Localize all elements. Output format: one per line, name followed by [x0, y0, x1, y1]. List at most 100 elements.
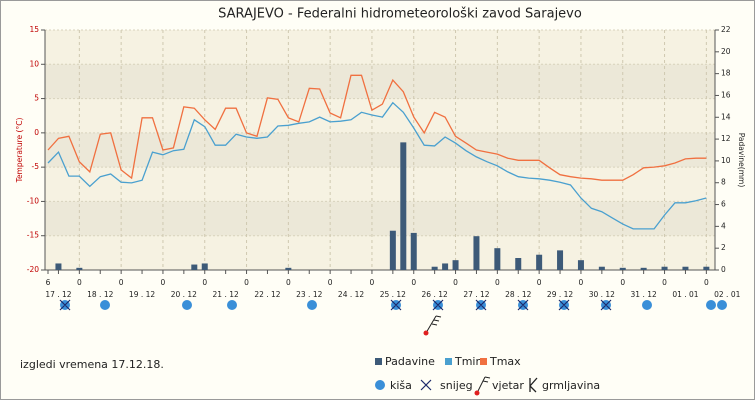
line [47, 74, 707, 181]
bar [515, 258, 522, 270]
bar [400, 142, 407, 270]
x-tick-label: 26 . 12 [422, 290, 448, 299]
x-tick-label: 20 . 12 [171, 290, 197, 299]
legend-swatch [375, 358, 382, 365]
y-tick-label: 10 [29, 59, 39, 68]
legend-wind-icon [474, 376, 491, 396]
y-tick-label: -15 [27, 231, 39, 240]
x-tick-label: 0 [244, 278, 249, 287]
y2-tick-label: 20 [721, 47, 731, 56]
y2-tick-label: 22 [721, 25, 731, 34]
legend-thunder-icon [529, 377, 538, 393]
x-tick-label: 0 [453, 278, 458, 287]
x-tick-label: 22 . 12 [254, 290, 280, 299]
bar [577, 260, 584, 270]
legend-label: Tmin [454, 355, 482, 368]
plot-band [45, 132, 715, 168]
x-tick-label: 0 [704, 278, 709, 287]
legend-swatch [480, 358, 487, 365]
line [47, 101, 707, 230]
y-tick-label: 0 [34, 128, 39, 137]
x-tick-label: 23 . 12 [296, 290, 322, 299]
x-tick-label: 0 [161, 278, 166, 287]
bar [661, 266, 668, 270]
symbol-legend-label: snijeg [440, 379, 473, 392]
x-tick-label: 28 . 12 [505, 290, 531, 299]
x-tick-label: 19 . 12 [129, 290, 155, 299]
legend: Padavine Tmin Tmax [375, 355, 521, 368]
symbol-legend-label: grmljavina [542, 379, 600, 392]
y2-axis-label: Padavine(mm) [737, 133, 746, 188]
x-tick-label: 31 . 12 [631, 290, 657, 299]
wind-icon [423, 315, 442, 336]
x-tick-label: 0 [202, 278, 207, 287]
bar [619, 267, 626, 270]
x-tick-label: 17 . 12 [45, 290, 71, 299]
y-tick-label: -5 [32, 162, 40, 171]
bar [285, 267, 292, 270]
x-tick-label: 27 . 12 [463, 290, 489, 299]
bar [598, 266, 605, 270]
x-tick-label: 18 . 12 [87, 290, 113, 299]
y-axis-label: Temperature (°C) [15, 118, 24, 184]
y2-tick-label: 12 [721, 134, 731, 143]
symbol-legend-label: kiša [390, 379, 412, 392]
bar [557, 250, 564, 270]
y2-tick-label: 2 [721, 243, 726, 252]
legend-label: Padavine [385, 355, 435, 368]
symbol-legend: kiša snijeg vjetar grmljavina [375, 376, 600, 396]
x-tick-label: 01 . 01 [672, 290, 698, 299]
x-tick-label: 0 [537, 278, 542, 287]
bar [682, 266, 689, 270]
bar [536, 254, 543, 270]
plot-band [45, 64, 715, 99]
x-tick-label: 24 . 12 [338, 290, 364, 299]
x-tick-label: 0 [620, 278, 625, 287]
bar [703, 266, 710, 270]
x-tick-label: 0 [328, 278, 333, 287]
bar [473, 236, 480, 270]
y2-tick-label: 4 [721, 221, 726, 230]
y2-tick-label: 10 [721, 156, 731, 165]
y-tick-label: -20 [27, 265, 39, 274]
bar [55, 263, 62, 270]
y-tick-label: 5 [34, 94, 39, 103]
x-tick-label: 0 [286, 278, 291, 287]
bar [191, 264, 198, 270]
x-tick-label: 21 . 12 [213, 290, 239, 299]
bar [76, 267, 83, 270]
bar [494, 248, 501, 270]
x-tick-label: 0 [119, 278, 124, 287]
bar [442, 263, 449, 270]
y2-tick-label: 16 [721, 90, 731, 99]
symbol-legend-label: vjetar [492, 379, 524, 392]
bar [389, 230, 396, 270]
x-tick-label: 0 [495, 278, 500, 287]
plot-band [45, 201, 715, 236]
y-tick-label: 15 [29, 25, 39, 34]
x-tick-label: 6 [46, 278, 51, 287]
bar [640, 267, 647, 270]
weather-symbols [59, 299, 727, 336]
x-tick-label: 25 . 12 [380, 290, 406, 299]
note: izgledi vremena 17.12.18. [20, 358, 164, 371]
y2-tick-label: 6 [721, 200, 726, 209]
y2-tick-label: 14 [721, 112, 731, 121]
x-tick-label: 30 . 12 [589, 290, 615, 299]
y-tick-label: -10 [27, 196, 39, 205]
x-tick-label: 0 [77, 278, 82, 287]
snow-icons [59, 299, 612, 311]
bar [431, 266, 438, 270]
plot-background [45, 30, 715, 270]
x-tick-label: 0 [411, 278, 416, 287]
x-tick-label: 29 . 12 [547, 290, 573, 299]
y2-tick-label: 18 [721, 69, 731, 78]
legend-swatch [445, 358, 452, 365]
bar [410, 232, 417, 270]
x-tick-label: 0 [579, 278, 584, 287]
x-tick-label: 0 [370, 278, 375, 287]
chart-title: SARAJEVO - Federalni hidrometeorološki z… [218, 7, 582, 22]
bar [452, 260, 459, 270]
x-tick-label: 0 [662, 278, 667, 287]
